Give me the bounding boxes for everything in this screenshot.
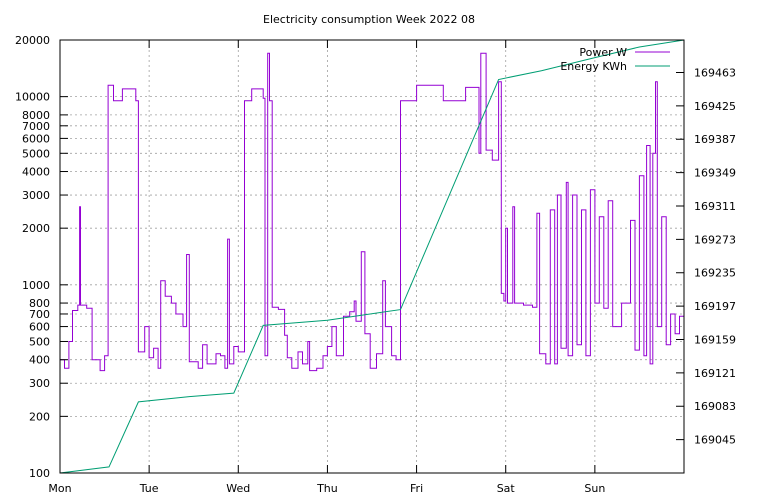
y-right-tick-label: 169425 [694, 100, 736, 113]
x-tick-label: Sat [497, 482, 516, 495]
series-0 [60, 52, 685, 372]
legend-label: Power W [579, 46, 627, 59]
y-right-tick-label: 169387 [694, 133, 736, 146]
y-left-tick-label: 500 [29, 335, 50, 348]
y-right-tick-label: 169235 [694, 267, 736, 280]
x-tick-label: Tue [139, 482, 159, 495]
y-left-tick-label: 4000 [22, 166, 50, 179]
legend-label: Energy KWh [560, 60, 627, 73]
y-left-tick-label: 200 [29, 410, 50, 423]
y-right-tick-label: 169121 [694, 367, 736, 380]
y-left-tick-label: 700 [29, 308, 50, 321]
y-right-tick-label: 169349 [694, 167, 736, 180]
x-tick-label: Sun [584, 482, 605, 495]
chart-title: Electricity consumption Week 2022 08 [263, 13, 475, 26]
y-left-tick-label: 8000 [22, 109, 50, 122]
y-right-tick-label: 169045 [694, 434, 736, 447]
x-tick-label: Wed [226, 482, 250, 495]
x-tick-label: Mon [48, 482, 71, 495]
y-left-tick-label: 10000 [15, 91, 50, 104]
y-left-tick-label: 5000 [22, 147, 50, 160]
y-right-tick-label: 169463 [694, 66, 736, 79]
y-left-tick-label: 400 [29, 354, 50, 367]
y-left-tick-label: 800 [29, 297, 50, 310]
y-left-tick-label: 2000 [22, 222, 50, 235]
series-1 [59, 39, 685, 474]
x-tick-label: Fri [410, 482, 423, 495]
y-right-tick-label: 169311 [694, 200, 736, 213]
y-left-tick-label: 300 [29, 377, 50, 390]
y-left-tick-label: 600 [29, 321, 50, 334]
x-tick-label: Thu [316, 482, 338, 495]
series-layer [59, 39, 685, 474]
y-right-tick-label: 169273 [694, 233, 736, 246]
plot-frame [59, 39, 685, 474]
y-right-tick-label: 169159 [694, 333, 736, 346]
y-left-tick-label: 7000 [22, 120, 50, 133]
y-left-tick-label: 100 [29, 467, 50, 480]
y-right-tick-label: 169083 [694, 400, 736, 413]
series-line-1 [59, 39, 685, 474]
y-left-tick-label: 20000 [15, 34, 50, 47]
y-left-tick-label: 3000 [22, 189, 50, 202]
y-left-tick-label: 1000 [22, 279, 50, 292]
series-line-0 [60, 52, 685, 372]
y-left-tick-label: 6000 [22, 132, 50, 145]
y-right-tick-label: 169197 [694, 300, 736, 313]
